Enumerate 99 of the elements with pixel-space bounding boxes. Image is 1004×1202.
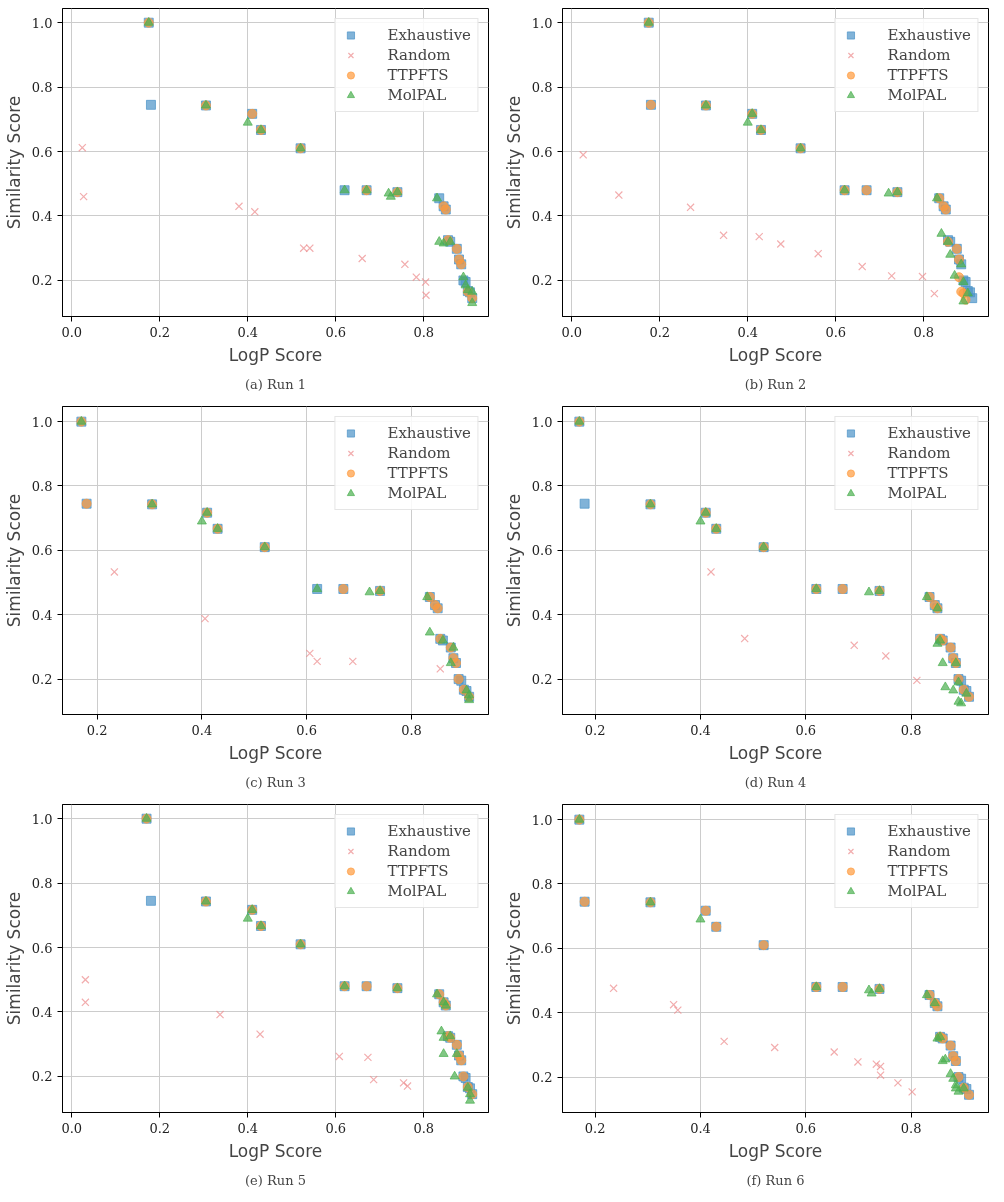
x-tick-label: 0.2: [149, 1120, 171, 1136]
x-axis-title: LogP Score: [228, 1140, 323, 1161]
x-axis-title: LogP Score: [228, 344, 323, 365]
legend-label: MolPAL: [887, 484, 947, 502]
x-tick-label: 0.2: [149, 324, 171, 340]
x-tick-label: 0.8: [413, 1120, 435, 1136]
legend-label: MolPAL: [887, 86, 947, 104]
x-tick-label: 0.8: [913, 324, 935, 340]
y-tick-label: 0.6: [531, 144, 553, 160]
y-tick-label: 0.6: [31, 940, 53, 956]
x-tick-label: 0.6: [325, 324, 347, 340]
y-axis-title: Similarity Score: [3, 95, 24, 230]
legend-label: Random: [387, 444, 451, 462]
text: (b) Run 2: [744, 376, 807, 392]
legend-label: MolPAL: [887, 882, 947, 900]
legend-label: Random: [887, 842, 951, 860]
y-tick-label: 0.2: [31, 672, 53, 688]
y-tick-label: 0.4: [31, 208, 53, 224]
y-tick-label: 0.4: [531, 1005, 553, 1021]
y-tick-label: 0.2: [31, 273, 53, 289]
x-tick-label: 0.8: [413, 324, 435, 340]
x-tick-label: 0.8: [900, 1120, 922, 1136]
legend-label: Random: [887, 46, 951, 64]
y-axis-title: Similarity Score: [3, 493, 24, 628]
legend-label: Exhaustive: [387, 424, 471, 442]
x-tick-label: 0.2: [649, 324, 671, 340]
x-axis-title: LogP Score: [728, 1140, 823, 1161]
legend-label: Exhaustive: [387, 26, 471, 44]
legend-label: TTPFTS: [387, 464, 449, 482]
y-tick-label: 1.0: [31, 15, 53, 31]
x-tick-label: 0.2: [584, 1120, 606, 1136]
legend-label: Exhaustive: [387, 822, 471, 840]
y-tick-label: 1.0: [531, 414, 553, 430]
text: (d) Run 4: [744, 774, 807, 790]
legend-label: MolPAL: [387, 484, 447, 502]
x-tick-label: 0.4: [737, 324, 759, 340]
legend-label: Exhaustive: [887, 424, 971, 442]
x-tick-label: 0.6: [825, 324, 847, 340]
text: (a) Run 1: [245, 376, 306, 392]
legend-label: MolPAL: [387, 86, 447, 104]
x-tick-label: 0.6: [325, 1120, 347, 1136]
y-tick-label: 1.0: [31, 811, 53, 827]
y-tick-label: 0.2: [531, 672, 553, 688]
legend-label: TTPFTS: [387, 862, 449, 880]
legend-label: Random: [387, 842, 451, 860]
x-tick-label: 0.8: [401, 722, 422, 738]
y-tick-label: 0.8: [531, 478, 553, 494]
y-tick-label: 0.8: [531, 876, 553, 892]
y-tick-label: 1.0: [31, 414, 53, 430]
x-axis-title: LogP Score: [728, 742, 823, 763]
x-axis-title: LogP Score: [728, 344, 823, 365]
legend-label: Exhaustive: [887, 822, 971, 840]
y-tick-label: 0.4: [531, 208, 553, 224]
x-tick-label: 0.4: [690, 1120, 711, 1136]
x-tick-label: 0.4: [690, 722, 711, 738]
x-tick-label: 0.6: [795, 1120, 817, 1136]
y-tick-label: 1.0: [531, 812, 553, 828]
y-tick-label: 0.2: [531, 273, 553, 289]
y-tick-label: 0.6: [31, 543, 53, 559]
x-tick-label: 0.0: [61, 1120, 83, 1136]
x-tick-label: 0.2: [584, 722, 606, 738]
legend-label: TTPFTS: [887, 66, 949, 84]
x-tick-label: 0.4: [237, 324, 259, 340]
x-tick-label: 0.4: [191, 722, 213, 738]
text: (c) Run 3: [245, 774, 306, 790]
y-tick-label: 0.4: [31, 1004, 53, 1020]
legend-label: TTPFTS: [887, 862, 949, 880]
y-tick-label: 0.6: [31, 144, 53, 160]
y-axis-title: Similarity Score: [503, 891, 524, 1026]
legend-label: MolPAL: [387, 882, 447, 900]
y-tick-label: 0.8: [31, 80, 53, 96]
y-tick-label: 1.0: [531, 15, 553, 31]
text: (f) Run 6: [746, 1172, 805, 1188]
x-tick-label: 0.8: [900, 722, 922, 738]
x-tick-label: 0.6: [296, 722, 318, 738]
legend-label: Random: [887, 444, 951, 462]
y-tick-label: 0.6: [531, 941, 553, 957]
text: (e) Run 5: [245, 1172, 306, 1188]
y-axis-title: Similarity Score: [503, 95, 524, 230]
x-axis-title: LogP Score: [228, 742, 323, 763]
x-tick-label: 0.4: [237, 1120, 259, 1136]
y-tick-label: 0.2: [31, 1069, 53, 1085]
y-tick-label: 0.2: [531, 1070, 553, 1086]
legend-label: Random: [387, 46, 451, 64]
legend-label: TTPFTS: [387, 66, 449, 84]
y-tick-label: 0.8: [31, 478, 53, 494]
x-tick-label: 0.6: [795, 722, 817, 738]
x-tick-label: 0.0: [561, 324, 583, 340]
legend-label: Exhaustive: [887, 26, 971, 44]
y-axis-title: Similarity Score: [3, 891, 24, 1026]
y-tick-label: 0.8: [31, 876, 53, 892]
y-tick-label: 0.8: [531, 80, 553, 96]
y-tick-label: 0.6: [531, 543, 553, 559]
x-tick-label: 0.2: [86, 722, 108, 738]
y-tick-label: 0.4: [531, 607, 553, 623]
x-tick-label: 0.0: [61, 324, 83, 340]
y-tick-label: 0.4: [31, 607, 53, 623]
y-axis-title: Similarity Score: [503, 493, 524, 628]
legend-label: TTPFTS: [887, 464, 949, 482]
